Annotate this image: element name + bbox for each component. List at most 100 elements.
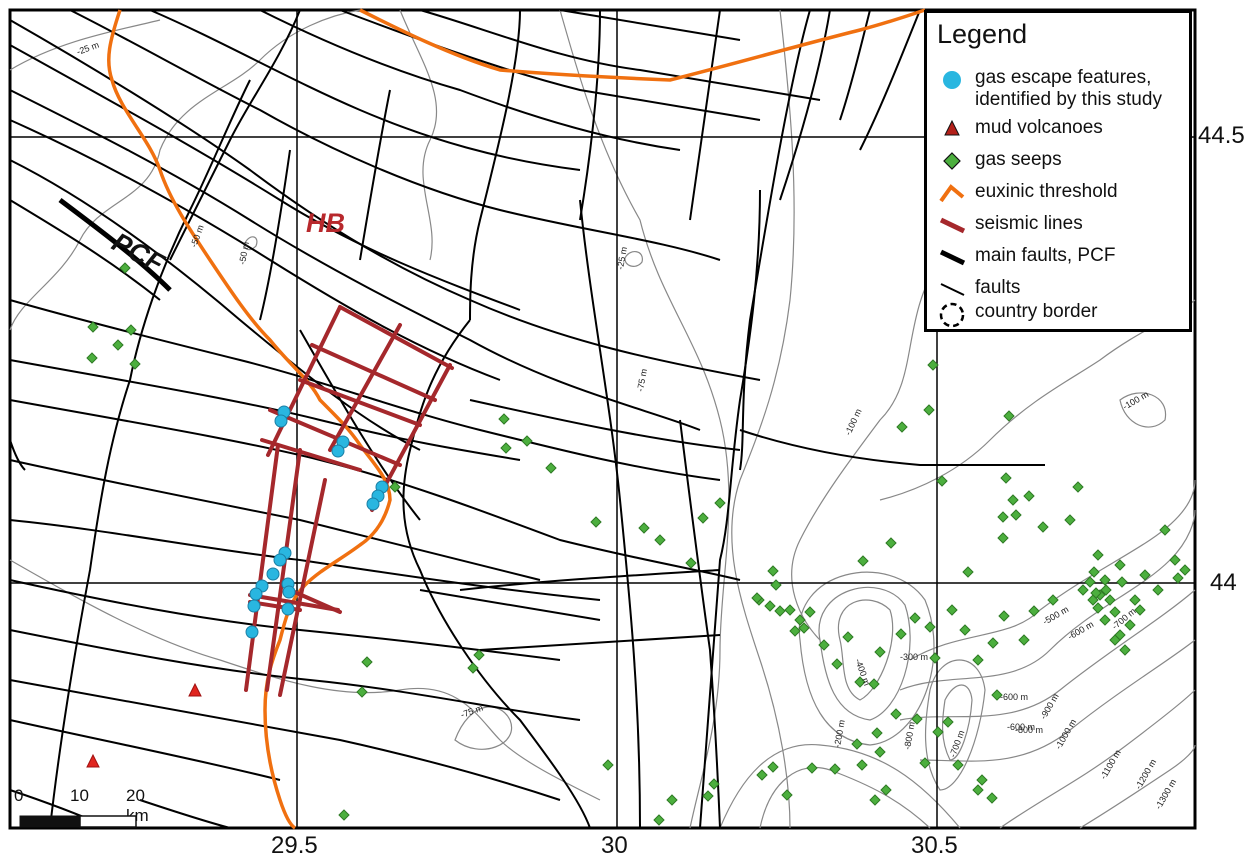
gas-seep-marker	[1092, 549, 1104, 561]
gas-seep-marker	[909, 612, 921, 624]
legend-label-seismic: seismic lines	[975, 213, 1083, 234]
gas-seep-marker	[1124, 619, 1136, 631]
gas-seep-marker	[818, 639, 830, 651]
gas-seep-marker	[86, 352, 98, 364]
gas-seep-marker	[1047, 594, 1059, 606]
green-diamond-icon	[943, 152, 961, 170]
legend-box: Legend gas escape features, identified b…	[924, 10, 1192, 332]
gas-seep-marker	[1152, 584, 1164, 596]
legend-item-gas-escape: gas escape features, identified by this …	[927, 67, 1195, 113]
legend-item-seismic: seismic lines	[927, 211, 1195, 241]
gas-seep-marker	[927, 359, 939, 371]
thin-black-line-icon	[940, 283, 965, 296]
gas-seep-marker	[774, 605, 786, 617]
red-triangle-icon	[944, 119, 960, 136]
contour-label: -50 m	[237, 241, 251, 265]
scale-bar: 0 10 20 km	[10, 786, 150, 834]
x-label-29-5: 29.5	[271, 832, 318, 859]
x-label-30-5: 30.5	[911, 832, 958, 859]
legend-label-country-border: country border	[975, 301, 1098, 322]
gas-seep-marker	[714, 497, 726, 509]
gas-seep-marker	[1109, 606, 1121, 618]
gas-seep-marker	[962, 566, 974, 578]
gas-seep-marker	[784, 604, 796, 616]
gas-seep-marker	[1007, 494, 1019, 506]
gas-seep-marker	[851, 738, 863, 750]
gas-seep-marker	[119, 262, 131, 274]
gas-seep-marker	[871, 727, 883, 739]
gas-seep-marker	[986, 792, 998, 804]
orange-line-icon	[939, 184, 965, 203]
legend-item-euxinic: euxinic threshold	[927, 179, 1195, 209]
gas-seep-marker	[1116, 576, 1128, 588]
gas-seep-marker	[767, 761, 779, 773]
gas-seep-marker	[500, 442, 512, 454]
blue-circle-icon	[943, 71, 961, 89]
legend-title: Legend	[937, 19, 1028, 49]
gas-seep-marker	[789, 625, 801, 637]
gas-seep-marker	[842, 631, 854, 643]
gas-seep-marker	[946, 604, 958, 616]
gas-seep-marker	[1114, 559, 1126, 571]
x-label-30: 30	[601, 832, 628, 859]
gas-seep-marker	[356, 686, 368, 698]
gas-seep-marker	[874, 646, 886, 658]
gas-seeps	[86, 262, 1191, 826]
gas-seep-marker	[880, 784, 892, 796]
gas-seep-marker	[885, 537, 897, 549]
gas-seep-marker	[521, 435, 533, 447]
legend-item-faults: faults	[927, 275, 1195, 305]
gas-seep-marker	[998, 610, 1010, 622]
gas-seep-marker	[338, 809, 350, 821]
gas-seep-marker	[1072, 481, 1084, 493]
gas-seep-marker	[911, 713, 923, 725]
y-label-44: 44	[1210, 569, 1237, 596]
scale-label-10: 10	[70, 786, 89, 805]
contour-label: -300 m	[900, 652, 928, 662]
scale-label-0: 0	[14, 786, 24, 805]
hb-label: HB	[306, 208, 345, 238]
gas-seep-marker	[129, 358, 141, 370]
gas-seep-marker	[997, 511, 1009, 523]
gas-seep-marker	[697, 512, 709, 524]
gas-seep-marker	[1179, 564, 1191, 576]
gas-seep-marker	[590, 516, 602, 528]
gas-seep-marker	[942, 716, 954, 728]
legend-item-gas-seeps: gas seeps	[927, 147, 1195, 177]
gas-seep-marker	[856, 759, 868, 771]
gas-seep-marker	[890, 708, 902, 720]
gas-seep-marker	[976, 774, 988, 786]
gas-seep-marker	[1129, 594, 1141, 606]
gas-seep-marker	[1028, 605, 1040, 617]
gas-seep-marker	[868, 678, 880, 690]
gas-seep-marker	[1099, 614, 1111, 626]
gas-seep-marker	[1037, 521, 1049, 533]
gas-seep-marker	[1134, 604, 1146, 616]
gas-escape-features	[245, 405, 389, 639]
contour-label: -600 m	[1000, 692, 1028, 702]
gas-seep-marker	[959, 624, 971, 636]
gas-seep-marker	[1092, 602, 1104, 614]
gas-seep-marker	[997, 532, 1009, 544]
gas-seep-marker	[654, 534, 666, 546]
gas-seep-marker	[1084, 576, 1096, 588]
legend-label-gas-escape-1: gas escape features,	[975, 67, 1152, 88]
gas-seep-marker	[1000, 472, 1012, 484]
gas-seep-marker	[545, 462, 557, 474]
gas-seep-marker	[1099, 574, 1111, 586]
gas-seep-marker	[1003, 410, 1015, 422]
gas-seep-marker	[1100, 584, 1112, 596]
gas-seep-marker	[924, 621, 936, 633]
gas-seep-marker	[666, 794, 678, 806]
gas-seep-marker	[1172, 572, 1184, 584]
gas-seep-marker	[685, 557, 697, 569]
gas-seep-marker	[125, 324, 137, 336]
gas-seep-marker	[1023, 490, 1035, 502]
gas-seep-marker	[764, 600, 776, 612]
y-label-44-5: 44.5	[1198, 122, 1245, 149]
gas-seep-marker	[751, 592, 763, 604]
legend-label-gas-seeps: gas seeps	[975, 149, 1062, 170]
contour-label: -800 m	[1015, 725, 1043, 735]
gas-seep-marker	[895, 628, 907, 640]
gas-seep-marker	[702, 790, 714, 802]
